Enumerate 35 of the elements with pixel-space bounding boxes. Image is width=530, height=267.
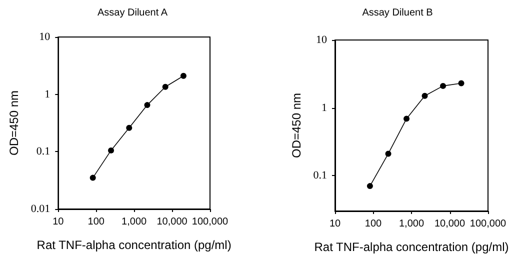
y-tick-label: 0.01 bbox=[30, 203, 50, 215]
point bbox=[144, 102, 150, 108]
x-tick-label: 10,000 bbox=[434, 218, 466, 230]
x-tick-label: 1,000 bbox=[398, 218, 424, 230]
y-axis-title: OD=450 nm bbox=[289, 92, 304, 158]
point bbox=[126, 124, 132, 131]
x-tick-label: 100,000 bbox=[470, 218, 507, 230]
point bbox=[422, 92, 428, 99]
y-tick-label: 10 bbox=[39, 31, 51, 43]
point bbox=[180, 72, 186, 79]
point bbox=[108, 147, 114, 154]
y-tick-label: 1 bbox=[322, 102, 327, 114]
x-tick-label: 10,000 bbox=[156, 216, 188, 228]
x-tick-label: 100,000 bbox=[192, 216, 229, 228]
x-axis-title: Rat TNF-alpha concentration (pg/ml) bbox=[314, 240, 509, 254]
x-tick-label: 10 bbox=[52, 216, 64, 228]
point bbox=[458, 80, 464, 86]
point bbox=[404, 116, 410, 122]
chart-title: Assay Diluent B bbox=[362, 8, 434, 18]
y-tick-label: 1 bbox=[44, 88, 50, 100]
y-axis-title: OD=450 nm bbox=[7, 90, 21, 156]
point bbox=[440, 82, 446, 89]
point bbox=[366, 183, 373, 190]
y-tick-label: 0.1 bbox=[36, 146, 50, 158]
chart-title: Assay Diluent A bbox=[97, 8, 168, 18]
x-tick-label: 10 bbox=[329, 218, 341, 230]
point bbox=[162, 84, 168, 90]
y-tick-label: 0.1 bbox=[313, 170, 327, 182]
x-tick-label: 1,000 bbox=[122, 216, 148, 228]
point bbox=[385, 150, 392, 157]
x-tick-label: 100 bbox=[364, 218, 382, 230]
point bbox=[90, 174, 96, 181]
y-tick-label: 10 bbox=[316, 34, 328, 46]
x-tick-label: 100 bbox=[88, 216, 105, 228]
x-axis-title: Rat TNF-alpha concentration (pg/ml) bbox=[36, 238, 232, 252]
